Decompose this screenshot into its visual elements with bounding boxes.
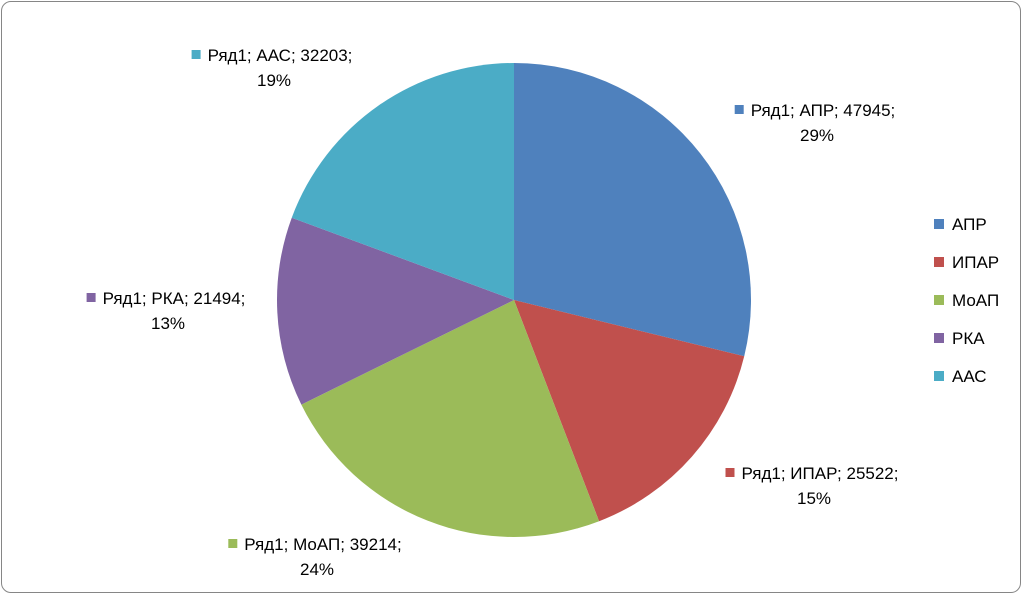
data-label-text: Ряд1; АПР; 47945;	[751, 101, 896, 120]
data-label-1: Ряд1; АПР; 47945; 29%	[734, 101, 896, 145]
legend-item-1: АПР	[934, 215, 987, 234]
legend-swatch	[934, 333, 944, 343]
legend-swatch	[934, 257, 944, 267]
legend-item-3: МоАП	[934, 291, 999, 310]
pie-slice-5	[291, 63, 514, 300]
data-labels: Ряд1; АПР; 47945; 29% Ряд1; ИПАР; 25522; 15…	[86, 46, 899, 579]
legend-label: ИПАР	[952, 253, 999, 272]
data-label-text: Ряд1; ИПАР; 25522;	[742, 464, 899, 483]
data-label-percent: 29%	[800, 126, 834, 145]
data-label-marker	[228, 539, 238, 548]
data-label-text: Ряд1; ААС; 32203;	[208, 46, 353, 65]
legend-label: АПР	[952, 215, 987, 234]
data-label-4: Ряд1; РКА; 21494; 13%	[86, 289, 246, 333]
data-label-5: Ряд1; ААС; 32203; 19%	[191, 46, 353, 90]
data-label-percent: 15%	[797, 489, 831, 508]
data-label-percent: 19%	[257, 71, 291, 90]
data-label-2: Ряд1; ИПАР; 25522; 15%	[725, 464, 899, 508]
pie-slices	[277, 63, 752, 538]
legend-label: РКА	[952, 329, 985, 348]
pie-slice-2	[514, 300, 745, 522]
legend-item-2: ИПАР	[934, 253, 999, 272]
data-label-percent: 13%	[151, 314, 185, 333]
data-label-3: Ряд1; МоАП; 39214; 24%	[228, 535, 402, 579]
data-label-marker	[725, 468, 735, 477]
legend-item-4: РКА	[934, 329, 985, 348]
legend-swatch	[934, 295, 944, 305]
legend-label: ААС	[952, 367, 987, 386]
data-label-marker	[191, 50, 201, 59]
legend-label: МоАП	[952, 291, 999, 310]
legend-swatch	[934, 371, 944, 381]
legend-swatch	[934, 219, 944, 229]
data-label-text: Ряд1; МоАП; 39214;	[244, 535, 401, 554]
pie-slice-3	[301, 300, 600, 538]
data-label-marker	[86, 293, 96, 302]
pie-slice-4	[277, 217, 514, 405]
legend: АПР ИПАР МоАП РКА ААС	[934, 215, 999, 386]
pie-slice-1	[514, 63, 752, 357]
data-label-marker	[734, 105, 744, 114]
legend-item-5: ААС	[934, 367, 987, 386]
data-label-percent: 24%	[300, 560, 334, 579]
data-label-text: Ряд1; РКА; 21494;	[103, 289, 246, 308]
